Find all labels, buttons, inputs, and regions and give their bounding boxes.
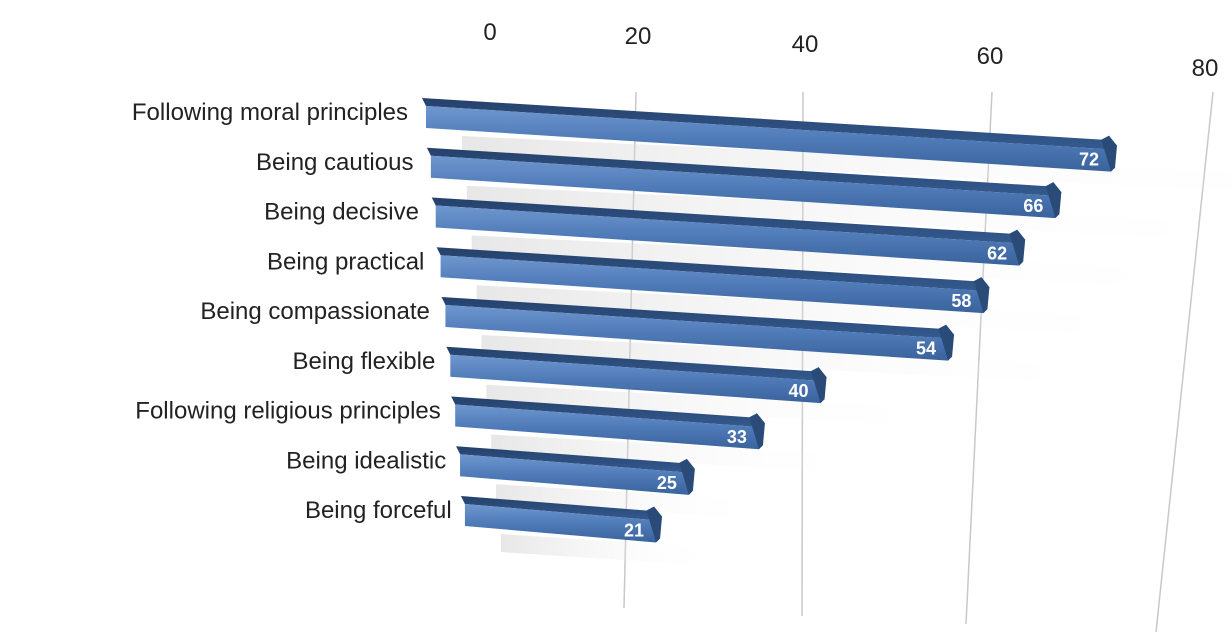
category-label: Being forceful — [305, 497, 452, 524]
bar-end-cap — [938, 324, 955, 361]
bar-end-cap — [679, 458, 695, 495]
category-label: Being practical — [267, 248, 424, 275]
category-labels: Following moral principles Being cautious… — [132, 99, 452, 524]
bar: 72 — [422, 98, 1117, 172]
x-tick-label: 0 — [483, 19, 496, 46]
bar-end-cap — [1009, 229, 1026, 266]
bar-front-face — [435, 205, 1022, 266]
bar-value-label: 33 — [727, 427, 747, 447]
category-label: Being flexible — [293, 348, 436, 375]
category-label: Following religious principles — [135, 398, 440, 425]
bar-end-cap — [973, 277, 990, 314]
category-label: Being compassionate — [200, 298, 429, 325]
bar-value-label: 58 — [951, 291, 971, 311]
bar-front-face — [464, 504, 659, 543]
bar: 54 — [441, 297, 955, 361]
bar-top-face — [436, 247, 986, 292]
category-label: Being idealistic — [286, 447, 446, 474]
bar-value-label: 54 — [916, 339, 936, 359]
bar-end-cap — [749, 413, 765, 450]
bar-shadow — [496, 484, 765, 519]
bar: 66 — [426, 147, 1062, 219]
bar-shadow — [476, 285, 1170, 338]
bar-front-face — [440, 255, 986, 314]
bar-top-face — [441, 297, 951, 339]
bar-value-label: 62 — [987, 244, 1007, 264]
bar-shadow — [462, 136, 1232, 191]
bar-value-label: 40 — [789, 381, 809, 401]
bar-front-face — [445, 305, 951, 361]
bar-shadow — [471, 235, 1220, 290]
bar-end-cap — [810, 367, 827, 404]
bar: 58 — [436, 247, 990, 314]
bar-front-face — [426, 106, 1113, 172]
bar-end-cap — [646, 506, 663, 543]
bar: 33 — [451, 396, 765, 450]
bar-end-cap — [1101, 135, 1117, 172]
bar-value-label: 66 — [1023, 196, 1043, 216]
bar: 62 — [431, 197, 1026, 266]
category-label: Being decisive — [264, 199, 419, 226]
bar-shadow — [481, 335, 1120, 385]
bar-shadows — [462, 136, 1232, 567]
bar-top-face — [431, 197, 1022, 244]
bar-top-face — [460, 496, 659, 521]
bar-end-cap — [1045, 182, 1062, 219]
x-tick-label: 40 — [792, 31, 819, 58]
bar-value-label: 21 — [624, 521, 644, 541]
bar-top-face — [422, 98, 1113, 150]
x-tick-label: 20 — [625, 23, 652, 50]
bar-top-face — [451, 396, 761, 428]
bar-value-label: 72 — [1079, 150, 1099, 170]
bar-front-face — [455, 404, 761, 450]
bar-shadow — [491, 434, 862, 474]
gridline — [965, 91, 993, 625]
bar-front-face — [430, 155, 1058, 219]
bar-front-face — [460, 454, 691, 495]
bar-shadow — [486, 384, 947, 428]
bar-shadow — [466, 185, 1232, 241]
category-label: Following moral principles — [132, 99, 408, 126]
bars: 72 66 62 58 54 40 33 25 21 — [422, 98, 1117, 543]
x-tick-label: 80 — [1192, 55, 1219, 82]
bar-top-face — [446, 346, 823, 382]
x-tick-label: 60 — [977, 43, 1004, 70]
x-tick-labels: 0 20 40 60 80 — [483, 19, 1218, 82]
bar-top-face — [426, 147, 1058, 197]
bar-top-face — [456, 446, 691, 473]
bar: 21 — [460, 496, 663, 543]
category-label: Being cautious — [256, 149, 413, 176]
bar-front-face — [450, 354, 823, 404]
bar: 25 — [456, 446, 695, 495]
bar-shadow — [500, 534, 719, 567]
bar: 40 — [446, 346, 827, 404]
bar-value-label: 25 — [657, 473, 677, 493]
